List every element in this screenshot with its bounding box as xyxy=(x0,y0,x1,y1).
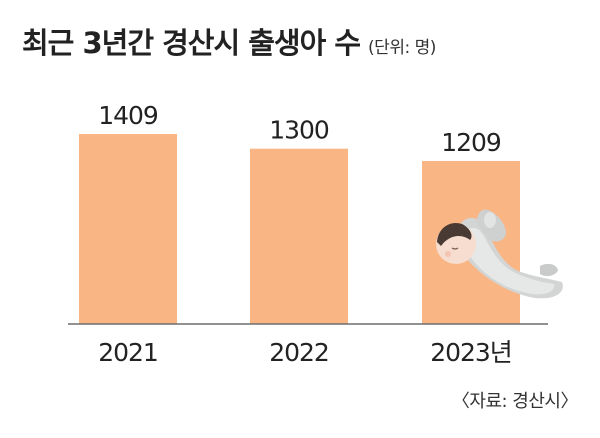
value-label: 1300 xyxy=(269,116,329,145)
category-label: 2022 xyxy=(269,338,329,367)
source-note: 〈자료: 경산시〉 xyxy=(451,391,579,412)
bar-2021 xyxy=(79,134,177,324)
unit-label: (단위: 명) xyxy=(368,38,436,58)
category-label: 2021 xyxy=(98,338,158,367)
value-label: 1209 xyxy=(441,128,501,157)
bar-2022 xyxy=(250,148,348,324)
sleeping-baby-icon xyxy=(436,209,563,299)
value-label: 1409 xyxy=(98,101,158,130)
chart-title: 최근 3년간 경산시 출생아 수 xyxy=(22,26,361,60)
category-label: 2023년 xyxy=(430,338,512,367)
title-row: 최근 3년간 경산시 출생아 수 (단위: 명) xyxy=(22,20,436,62)
